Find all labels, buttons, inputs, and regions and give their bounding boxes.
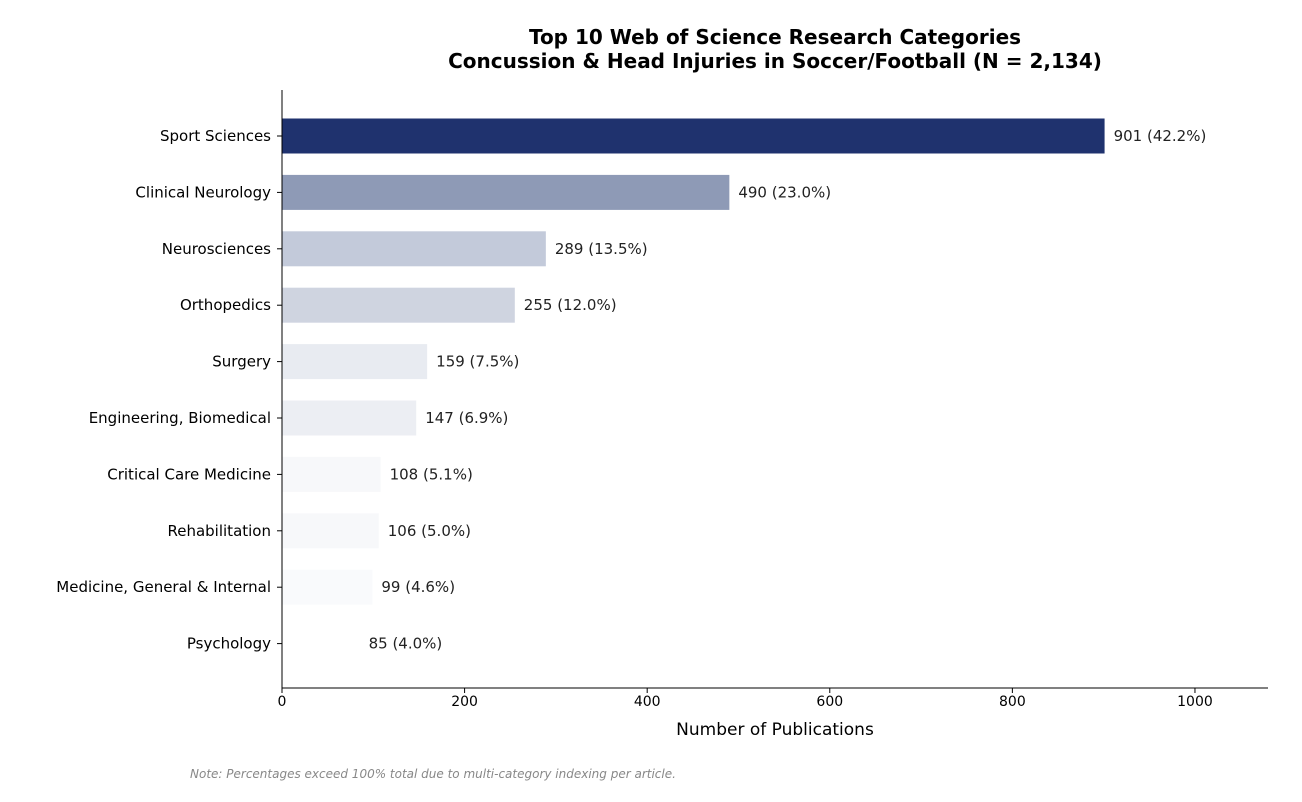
x-axis-title: Number of Publications [676,720,874,740]
value-label-0: 901 (42.2%) [1114,127,1207,145]
value-label-8: 99 (4.6%) [381,578,455,596]
category-label-4: Surgery [212,353,271,371]
value-label-1: 490 (23.0%) [738,183,831,201]
bar-2 [282,231,546,267]
x-tick-label-5: 1000 [1177,694,1213,710]
bar-4 [282,344,428,380]
chart-title-line-1: Top 10 Web of Science Research Categorie… [529,25,1021,49]
chart-note: Note: Percentages exceed 100% total due … [190,767,676,781]
category-label-6: Critical Care Medicine [107,465,271,483]
bar-8 [282,569,373,605]
value-label-3: 255 (12.0%) [524,296,617,314]
x-tick-label-4: 800 [999,694,1026,710]
x-ticks-layer: 0 200 400 600 800 1000 [278,688,1213,710]
bar-3 [282,287,515,323]
chart-title-line-2: Concussion & Head Injuries in Soccer/Foo… [448,49,1102,73]
value-label-2: 289 (13.5%) [555,240,648,258]
value-label-4: 159 (7.5%) [436,353,519,371]
category-label-3: Orthopedics [180,296,271,314]
bar-5 [282,400,417,436]
x-tick-label-3: 600 [816,694,843,710]
category-label-9: Psychology [187,635,271,653]
bar-9 [282,626,360,662]
x-tick-label-1: 200 [451,694,478,710]
category-label-0: Sport Sciences [160,127,271,145]
bar-0 [282,118,1105,154]
value-label-9: 85 (4.0%) [369,635,443,653]
bar-6 [282,456,381,492]
category-label-5: Engineering, Biomedical [89,409,271,427]
value-label-6: 108 (5.1%) [390,465,473,483]
bar-1 [282,174,730,210]
value-label-5: 147 (6.9%) [425,409,508,427]
bar-7 [282,513,379,549]
category-label-1: Clinical Neurology [135,183,271,201]
category-label-8: Medicine, General & Internal [56,578,271,596]
x-tick-label-0: 0 [278,694,287,710]
bars-layer: Sport Sciences 901 (42.2%) Clinical Neurol… [56,118,1207,662]
category-label-2: Neurosciences [162,240,271,258]
x-tick-label-2: 400 [634,694,661,710]
category-label-7: Rehabilitation [167,522,271,540]
value-label-7: 106 (5.0%) [388,522,471,540]
